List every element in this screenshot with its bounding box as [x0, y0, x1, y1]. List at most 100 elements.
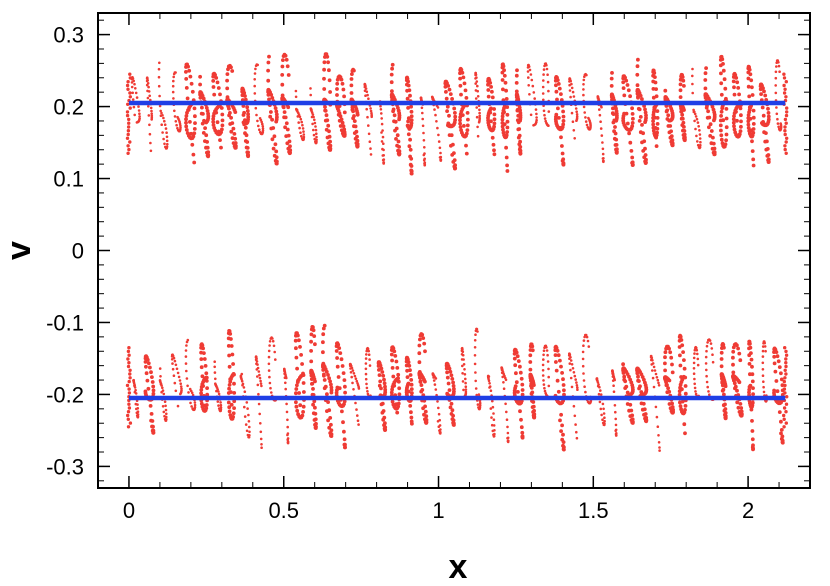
scatter-point [310, 381, 315, 386]
scatter-point [502, 381, 505, 384]
scatter-point [390, 62, 395, 67]
scatter-point [267, 355, 271, 359]
scatter-point [784, 140, 788, 144]
scatter-point [163, 142, 166, 146]
scatter-point [147, 105, 150, 108]
scatter-point [532, 91, 536, 94]
scatter-point [134, 87, 137, 90]
scatter-point [157, 67, 161, 71]
tick-labels: 0 0.5 1 1.5 20.30.20.10-0.1-0.2-0.3 [46, 23, 754, 523]
scatter-point [655, 126, 660, 131]
scatter-point [143, 389, 148, 394]
scatter-point [267, 369, 271, 372]
scatter-point [188, 387, 192, 391]
scatter-point [406, 116, 411, 121]
scatter-point [254, 106, 258, 110]
scatter-point [339, 357, 344, 362]
scatter-point [420, 388, 425, 392]
scatter-point [621, 80, 626, 85]
scatter-point [653, 369, 657, 372]
scatter-point [766, 106, 770, 111]
scatter-point [186, 384, 189, 388]
scatter-point [232, 391, 237, 395]
scatter-point [773, 369, 778, 374]
scatter-point [723, 411, 728, 415]
scatter-point [255, 375, 259, 378]
scatter-point [473, 346, 477, 349]
scatter-point [704, 355, 708, 359]
scatter-point [126, 151, 130, 155]
scatter-point [603, 416, 606, 420]
scatter-point [150, 118, 153, 121]
scatter-point [678, 353, 682, 358]
scatter-point [667, 389, 672, 394]
scatter-point [692, 356, 696, 360]
scatter-point [750, 364, 754, 369]
scatter-point [612, 390, 616, 394]
scatter-point [219, 401, 222, 404]
scatter-point [749, 78, 754, 83]
scatter-point [582, 344, 585, 348]
scatter-point [707, 338, 710, 342]
scatter-point [165, 412, 168, 416]
scatter-point [652, 385, 656, 389]
scatter-point [407, 144, 412, 149]
scatter-point [417, 351, 422, 356]
scatter-point [766, 114, 771, 119]
scatter-point [365, 349, 369, 353]
scatter-point [368, 358, 371, 361]
scatter-point [542, 109, 546, 113]
scatter-point [762, 342, 765, 345]
scatter-point [418, 379, 423, 383]
scatter-point [458, 118, 462, 123]
scatter-point [529, 386, 534, 390]
scatter-point [658, 446, 661, 449]
scatter-point [545, 349, 549, 352]
scatter-point [390, 66, 394, 71]
scatter-point [302, 390, 306, 394]
scatter-point [601, 418, 604, 422]
scatter-point [261, 129, 265, 132]
scatter-point [284, 381, 287, 385]
scatter-point [270, 391, 273, 394]
scatter-point [682, 129, 687, 133]
scatter-point [176, 126, 179, 130]
scatter-point [587, 345, 591, 348]
scatter-point [230, 69, 235, 73]
scatter-point [225, 86, 230, 91]
scatter-point [517, 127, 522, 131]
scatter-point [133, 113, 136, 117]
scatter-point [531, 400, 536, 404]
scatter-point [436, 400, 439, 403]
scatter-point [561, 161, 566, 166]
scatter-point [450, 408, 455, 413]
scatter-point [582, 83, 585, 86]
scatter-point [381, 135, 385, 139]
scatter-point [761, 368, 765, 371]
scatter-point [270, 117, 274, 122]
scatter-point [364, 84, 367, 88]
scatter-point [547, 110, 551, 113]
scatter-point [614, 143, 619, 147]
scatter-point [148, 94, 151, 98]
scatter-point [381, 373, 386, 378]
scatter-point [543, 389, 547, 393]
scatter-point [507, 439, 510, 443]
scatter-point [389, 390, 394, 395]
scatter-point [242, 110, 247, 115]
scatter-point [635, 83, 640, 88]
scatter-point [782, 83, 786, 88]
scatter-point [327, 408, 332, 413]
scatter-point [736, 405, 741, 410]
scatter-point [219, 408, 223, 411]
scatter-point [638, 115, 643, 119]
scatter-point [300, 134, 303, 138]
scatter-point [409, 114, 414, 119]
scatter-point [583, 111, 586, 114]
scatter-point [587, 116, 590, 120]
scatter-point [328, 139, 332, 144]
scatter-point [668, 124, 673, 128]
scatter-point [260, 384, 263, 388]
scatter-point [437, 412, 441, 416]
scatter-point [602, 407, 605, 411]
